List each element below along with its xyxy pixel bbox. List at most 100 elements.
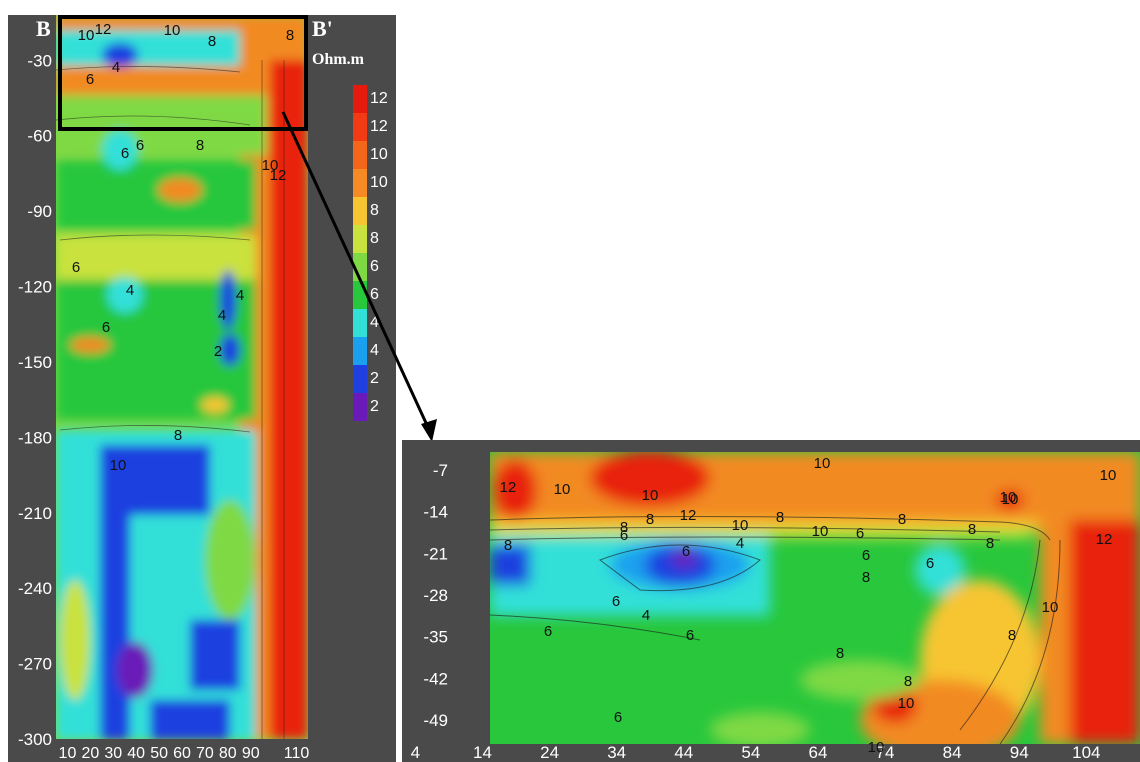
contour-label: 6 <box>926 555 934 572</box>
contour-label: 6 <box>102 319 110 336</box>
y-tick-label: -28 <box>423 586 448 605</box>
left-x-axis: 10 20 30 40 50 60 70 80 90 110 <box>59 745 310 762</box>
y-tick-label: -7 <box>433 461 448 480</box>
contour-label: 8 <box>776 509 784 526</box>
contour-label: 10 <box>814 455 831 472</box>
x-tick-label: 30 <box>104 745 122 762</box>
contour-label: 4 <box>736 535 744 552</box>
legend-swatch <box>353 169 367 197</box>
right-chart: -7-14-21-28-35-42-49 4 14 24 34 44 54 64 74 84 94… <box>402 440 1140 762</box>
contour-label: 10 <box>1000 489 1017 506</box>
left-chart: B B' Ohm.m -30 -60 -90 -120 -150 -180 -210 -240… <box>8 15 396 762</box>
contour-label: 8 <box>1008 627 1016 644</box>
x-tick-label: 110 <box>284 745 310 762</box>
y-tick-label: -90 <box>27 202 52 221</box>
contour-label: 10 <box>642 487 659 504</box>
contour-label: 8 <box>862 569 870 586</box>
contour-label: 4 <box>112 59 120 76</box>
x-tick-label: 104 <box>1072 743 1100 762</box>
contour-label: 4 <box>218 307 226 324</box>
x-tick-label: 44 <box>674 743 693 762</box>
contour-label: 8 <box>904 673 912 690</box>
contour-label: 8 <box>504 537 512 554</box>
x-tick-label: 34 <box>607 743 626 762</box>
right-x-axis: 4 14 24 34 44 54 64 74 84 94 104 <box>411 743 1101 762</box>
x-tick-label: 90 <box>242 745 260 762</box>
legend-swatch <box>353 365 367 393</box>
contour-label: 8 <box>208 33 216 50</box>
left-corner-label: B <box>36 16 51 41</box>
contour-label: 6 <box>121 145 129 162</box>
left-y-axis: -30 -60 -90 -120 -150 -180 -210 -240 -270 -300 <box>18 51 52 749</box>
x-tick-label: 40 <box>127 745 145 762</box>
x-tick-label: 70 <box>196 745 214 762</box>
y-tick-label: -180 <box>18 428 52 447</box>
contour-label: 12 <box>95 21 112 38</box>
legend-swatch <box>353 197 367 225</box>
x-tick-label: 84 <box>943 743 962 762</box>
color-legend: 12 12 10 10 8 8 6 6 4 4 2 2 <box>353 85 388 421</box>
contour-label: 8 <box>646 511 654 528</box>
contour-label: 10 <box>1002 491 1019 508</box>
y-tick-label: -35 <box>423 628 448 647</box>
contour-label: 4 <box>126 282 134 299</box>
legend-swatch <box>353 309 367 337</box>
legend-label: 2 <box>370 398 379 415</box>
contour-label: 8 <box>968 521 976 538</box>
contour-label: 6 <box>682 543 690 560</box>
contour-label: 6 <box>614 709 622 726</box>
contour-label: 6 <box>136 137 144 154</box>
contour-label: 6 <box>862 547 870 564</box>
y-tick-label: -210 <box>18 504 52 523</box>
y-tick-label: -150 <box>18 353 52 372</box>
contour-label: 10 <box>1042 599 1059 616</box>
contour-label: 6 <box>856 525 864 542</box>
x-tick-label: 10 <box>59 745 77 762</box>
contour-label: 10 <box>1100 467 1117 484</box>
contour-label: 12 <box>680 507 697 524</box>
contour-label: 8 <box>836 645 844 662</box>
contour-label: 4 <box>642 607 650 624</box>
x-tick-label: 74 <box>876 743 895 762</box>
contour-label: 10 <box>262 157 279 174</box>
x-tick-label: 20 <box>81 745 99 762</box>
contour-label: 8 <box>286 27 294 44</box>
y-tick-label: -300 <box>18 730 52 749</box>
legend-label: 10 <box>370 146 388 163</box>
contour-label: 8 <box>196 137 204 154</box>
x-tick-label: 94 <box>1010 743 1029 762</box>
legend-label: 4 <box>370 314 379 331</box>
legend-swatch <box>353 393 367 421</box>
right-y-axis: -7 -14 -21 -28 -35 -42 -49 <box>423 461 448 730</box>
left-plot-area <box>56 15 308 739</box>
legend-label: 12 <box>370 90 388 107</box>
y-tick-label: -42 <box>423 669 448 688</box>
contour-label: 6 <box>620 527 628 544</box>
zoom-arrow <box>281 111 437 442</box>
right-plot-area <box>490 452 1140 744</box>
contour-label: 6 <box>544 623 552 640</box>
y-tick-label: -60 <box>27 127 52 146</box>
contour-label: 6 <box>612 593 620 610</box>
legend-swatch <box>353 141 367 169</box>
contour-label: 10 <box>732 517 749 534</box>
contour-label: 10 <box>78 27 95 44</box>
contour-label: 12 <box>1096 531 1113 548</box>
x-tick-label: 50 <box>150 745 168 762</box>
right-corner-label: B' <box>312 16 333 41</box>
contour-label: 10 <box>164 22 181 39</box>
contour-label: 10 <box>812 523 829 540</box>
y-tick-label: -21 <box>423 544 448 563</box>
contour-label: 8 <box>174 427 182 444</box>
legend-swatch <box>353 281 367 309</box>
x-tick-label: 80 <box>219 745 237 762</box>
contour-label: 10 <box>554 481 571 498</box>
legend-label: 6 <box>370 258 379 275</box>
legend-label: 8 <box>370 202 379 219</box>
contour-label: 10 <box>110 457 127 474</box>
x-tick-label: 24 <box>540 743 559 762</box>
contour-label: 2 <box>214 343 222 360</box>
y-tick-label: -120 <box>18 278 52 297</box>
contour-label: 6 <box>72 259 80 276</box>
